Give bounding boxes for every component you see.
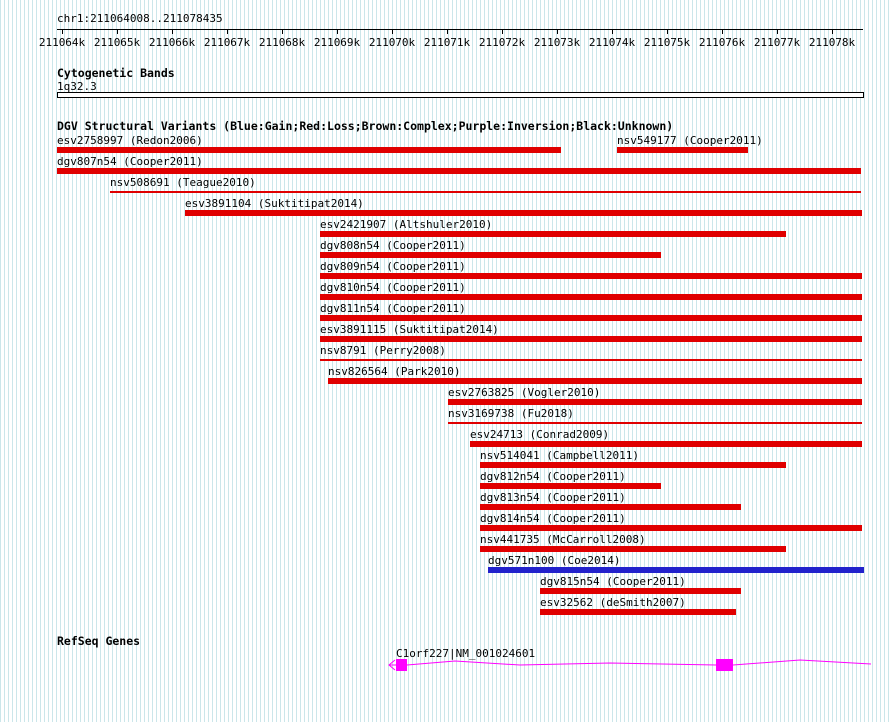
variant-bar[interactable] [185, 210, 862, 216]
variant-label: nsv508691 (Teague2010) [110, 176, 256, 189]
ruler-tick [777, 29, 778, 34]
variant-bar[interactable] [320, 359, 862, 361]
variant-label: esv3891104 (Suktitipat2014) [185, 197, 364, 210]
variant-bar[interactable] [448, 422, 862, 424]
ruler-tick [172, 29, 173, 34]
cytoband-label: 1q32.3 [57, 80, 97, 93]
variant-label: dgv808n54 (Cooper2011) [320, 239, 466, 252]
variant-label: nsv826564 (Park2010) [328, 365, 461, 378]
variant-label: dgv810n54 (Cooper2011) [320, 281, 466, 294]
refseq-genes-title: RefSeq Genes [57, 634, 141, 648]
gene-intron-line [732, 659, 872, 666]
ruler-tick-label: 211071k [423, 36, 471, 49]
variant-bar[interactable] [480, 462, 786, 468]
variant-label: dgv571n100 (Coe2014) [488, 554, 621, 567]
variant-label: dgv815n54 (Cooper2011) [540, 575, 686, 588]
ruler-tick-label: 211074k [588, 36, 636, 49]
ruler-tick [557, 29, 558, 34]
ruler-tick [227, 29, 228, 34]
variant-label: esv2421907 (Altshuler2010) [320, 218, 493, 231]
variant-bar[interactable] [320, 231, 786, 237]
ruler-tick [667, 29, 668, 34]
variant-bar[interactable] [470, 441, 862, 447]
variant-label: dgv807n54 (Cooper2011) [57, 155, 203, 168]
region-coordinates: chr1:211064008..211078435 [57, 12, 223, 25]
ruler-tick-label: 211069k [313, 36, 361, 49]
variant-label: esv24713 (Conrad2009) [470, 428, 610, 441]
gene-exon [396, 659, 407, 671]
ruler-tick-label: 211065k [93, 36, 141, 49]
ruler-line [57, 29, 863, 30]
ruler-tick [62, 29, 63, 34]
variant-label: dgv813n54 (Cooper2011) [480, 491, 626, 504]
gene-glyph[interactable] [380, 656, 872, 674]
variant-label: nsv3169738 (Fu2018) [448, 407, 574, 420]
variant-bar[interactable] [448, 399, 862, 405]
variant-bar[interactable] [320, 273, 862, 279]
gene-intron-line [406, 660, 717, 666]
ruler-tick [722, 29, 723, 34]
variant-bar[interactable] [480, 483, 661, 489]
variant-label: nsv514041 (Campbell2011) [480, 449, 639, 462]
variant-label: dgv814n54 (Cooper2011) [480, 512, 626, 525]
variant-label: nsv8791 (Perry2008) [320, 344, 446, 357]
ruler-tick [502, 29, 503, 34]
gene-label: C1orf227|NM_001024601 [396, 647, 536, 660]
dgv-track-title: DGV Structural Variants (Blue:Gain;Red:L… [57, 119, 674, 133]
ruler-tick [337, 29, 338, 34]
variant-label: esv32562 (deSmith2007) [540, 596, 686, 609]
variant-label: nsv441735 (McCarroll2008) [480, 533, 646, 546]
variant-bar[interactable] [320, 252, 661, 258]
ruler-tick [392, 29, 393, 34]
variant-bar[interactable] [328, 378, 862, 384]
variant-label: dgv809n54 (Cooper2011) [320, 260, 466, 273]
variant-label: nsv549177 (Cooper2011) [617, 134, 763, 147]
variant-bar[interactable] [57, 168, 861, 174]
variant-bar[interactable] [540, 609, 736, 615]
variant-bar[interactable] [110, 191, 861, 193]
ruler-tick [447, 29, 448, 34]
variant-label: esv2758997 (Redon2006) [57, 134, 203, 147]
ruler-tick-label: 211066k [148, 36, 196, 49]
ruler-tick-label: 211076k [698, 36, 746, 49]
ruler-tick [282, 29, 283, 34]
variant-bar[interactable] [540, 588, 741, 594]
ruler-tick-label: 211070k [368, 36, 416, 49]
variant-bar[interactable] [488, 567, 864, 573]
variant-label: dgv812n54 (Cooper2011) [480, 470, 626, 483]
cytogenetic-bands-title: Cytogenetic Bands [57, 66, 175, 80]
ruler-tick [117, 29, 118, 34]
ruler-tick-label: 211064k [38, 36, 86, 49]
variant-bar[interactable] [320, 294, 862, 300]
ruler-tick-label: 211078k [808, 36, 856, 49]
variant-label: dgv811n54 (Cooper2011) [320, 302, 466, 315]
gene-exon [716, 659, 733, 671]
variant-bar[interactable] [57, 147, 561, 153]
ruler-tick-label: 211067k [203, 36, 251, 49]
variant-bar[interactable] [480, 504, 741, 510]
cytoband-glyph[interactable] [57, 92, 864, 98]
ruler-tick [832, 29, 833, 34]
variant-bar[interactable] [320, 315, 862, 321]
variant-bar[interactable] [617, 147, 748, 153]
variant-label: esv2763825 (Vogler2010) [448, 386, 601, 399]
ruler-tick-label: 211075k [643, 36, 691, 49]
variant-label: esv3891115 (Suktitipat2014) [320, 323, 499, 336]
ruler-tick [612, 29, 613, 34]
ruler-tick-label: 211077k [753, 36, 801, 49]
variant-bar[interactable] [480, 546, 786, 552]
ruler-tick-label: 211068k [258, 36, 306, 49]
variant-bar[interactable] [480, 525, 862, 531]
variant-bar[interactable] [320, 336, 862, 342]
ruler-tick-label: 211073k [533, 36, 581, 49]
ruler-tick-label: 211072k [478, 36, 526, 49]
